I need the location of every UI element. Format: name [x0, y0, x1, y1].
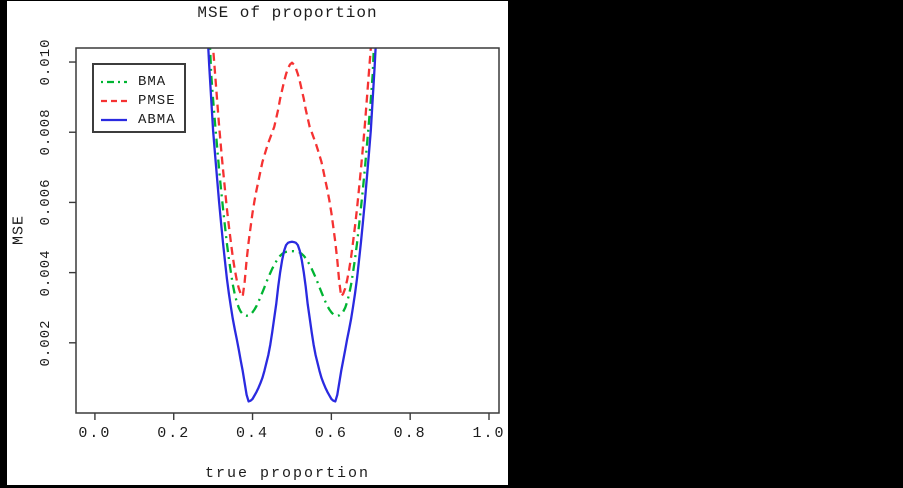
x-tick-label: 0.6 — [314, 425, 348, 442]
legend-item-pmse: PMSE — [94, 91, 184, 110]
x-tick-label: 1.0 — [472, 425, 506, 442]
series-line-abma — [207, 48, 377, 403]
x-tick-label: 0.2 — [157, 425, 191, 442]
x-tick-label: 0.8 — [393, 425, 427, 442]
plot-box — [75, 47, 500, 414]
chart-title: MSE of proportion — [197, 4, 378, 22]
plot-area — [69, 47, 500, 420]
legend-line-swatch — [101, 80, 127, 83]
legend-item-bma: BMA — [94, 72, 184, 91]
legend-label: PMSE — [138, 92, 176, 109]
plot-panel: MSE of proportion MSE true proportion BM… — [7, 1, 508, 485]
legend-line-swatch — [101, 118, 127, 121]
legend: BMA PMSE ABMA — [92, 63, 186, 133]
legend-line-swatch — [101, 99, 127, 102]
legend-label: ABMA — [138, 111, 176, 128]
series-line-pmse — [211, 48, 372, 298]
legend-label: BMA — [138, 73, 167, 90]
x-tick-label: 0.0 — [78, 425, 112, 442]
x-axis-title: true proportion — [204, 465, 371, 482]
x-tick-label: 0.4 — [236, 425, 270, 442]
series-line-bma — [208, 48, 375, 317]
legend-item-abma: ABMA — [94, 110, 184, 129]
